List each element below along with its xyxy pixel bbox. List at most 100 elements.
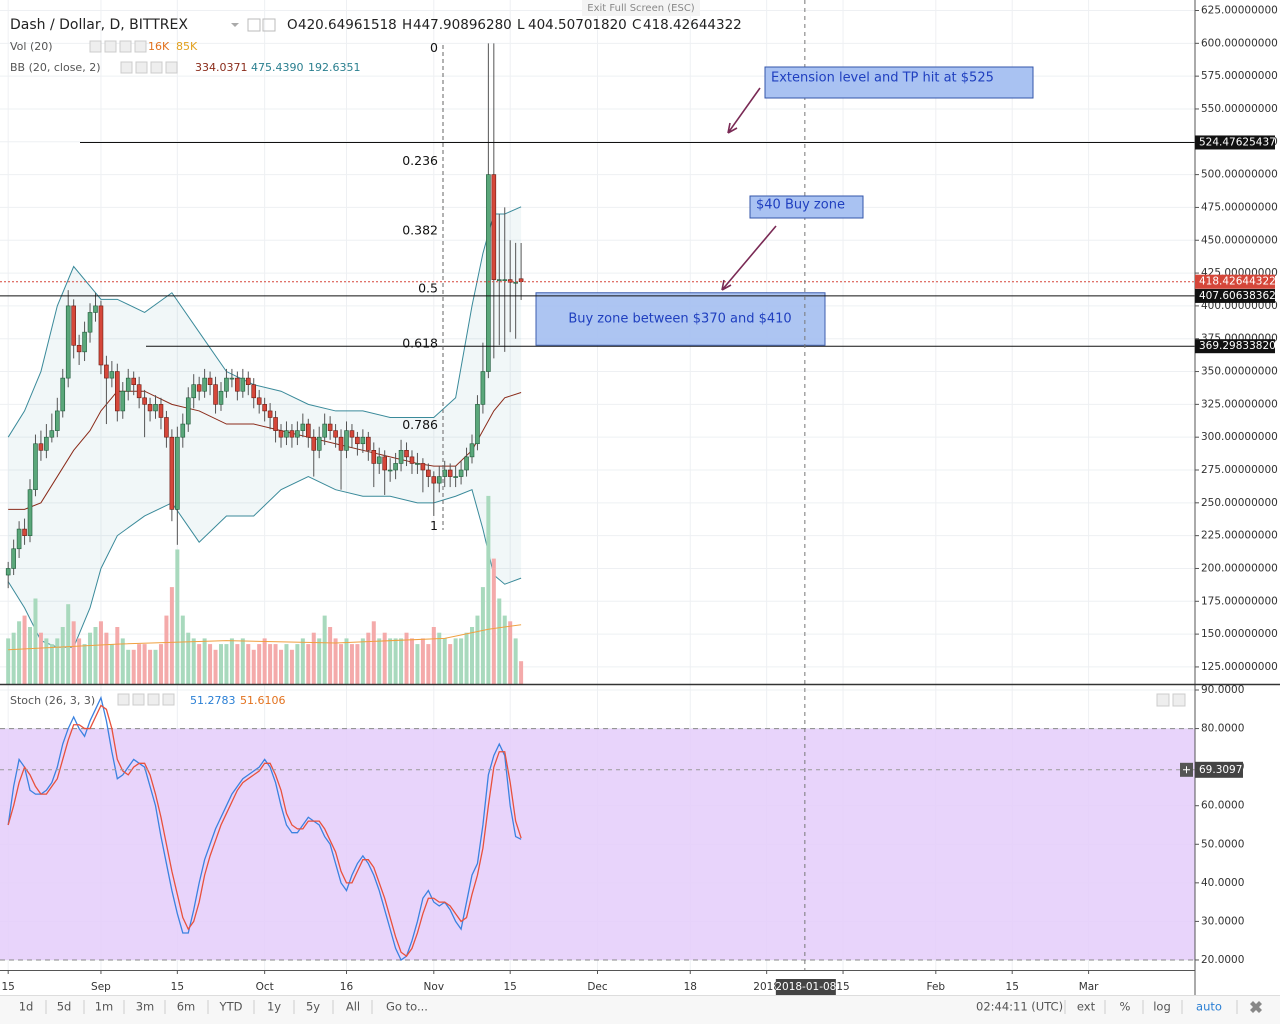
candle-body bbox=[60, 377, 66, 412]
note-box bbox=[764, 66, 1034, 99]
toolbar bbox=[0, 995, 1280, 1024]
option-button[interactable]: ext bbox=[1077, 1000, 1096, 1014]
exit-fullscreen-text[interactable]: Exit Full Screen (ESC) bbox=[587, 3, 695, 14]
y-tick-label: 475.00000000 bbox=[1201, 201, 1278, 213]
dropdown-icon[interactable] bbox=[231, 23, 239, 27]
candle-body bbox=[447, 469, 453, 477]
candle-body bbox=[387, 469, 393, 472]
candle-body bbox=[93, 305, 98, 313]
range-button[interactable]: All bbox=[346, 1000, 360, 1014]
candle-body bbox=[480, 371, 486, 405]
ohlc-value: 447.90896280 bbox=[413, 17, 512, 33]
stoch-legend: Stoch (26, 3, 3) bbox=[10, 694, 95, 707]
candle-body bbox=[366, 436, 371, 451]
icon[interactable] bbox=[165, 61, 178, 74]
level-tag-label: 407.60638362 bbox=[1199, 290, 1276, 302]
y-tick-label: 575.00000000 bbox=[1201, 70, 1278, 82]
volume-ma bbox=[8, 624, 522, 651]
range-button[interactable]: 5y bbox=[306, 1000, 320, 1014]
range-button[interactable]: 6m bbox=[177, 1000, 196, 1014]
vol-legend-value: 16K bbox=[148, 40, 170, 53]
x-tick-label: 15 bbox=[1, 981, 14, 993]
candle-body bbox=[513, 281, 518, 284]
icon[interactable] bbox=[162, 693, 175, 706]
pane-down[interactable] bbox=[1172, 693, 1186, 707]
range-button[interactable]: 1d bbox=[19, 1000, 34, 1014]
icon[interactable] bbox=[117, 693, 130, 706]
candle-body bbox=[245, 377, 251, 385]
range-button[interactable]: YTD bbox=[219, 1000, 243, 1014]
range-button[interactable]: 5d bbox=[57, 1000, 72, 1014]
candle-body bbox=[71, 305, 76, 346]
candle-body bbox=[125, 377, 131, 392]
icon[interactable] bbox=[104, 40, 117, 53]
volume-bar bbox=[513, 638, 518, 684]
volume-bar bbox=[508, 621, 513, 684]
candle-body bbox=[240, 377, 246, 392]
volume-bar bbox=[442, 638, 447, 684]
candle-body bbox=[38, 443, 44, 451]
icon[interactable] bbox=[134, 40, 147, 53]
icon[interactable] bbox=[119, 40, 132, 53]
x-tick-label: 15 bbox=[504, 981, 517, 993]
level-tag-label: 524.47625437 bbox=[1199, 136, 1276, 148]
volume-bar bbox=[213, 649, 218, 684]
candle-body bbox=[49, 430, 55, 438]
candle-body bbox=[267, 410, 273, 418]
volume-bar bbox=[497, 598, 502, 684]
marks bbox=[5, 43, 826, 961]
y-tick-label: 30.0000 bbox=[1201, 915, 1244, 927]
option-button[interactable]: % bbox=[1120, 1000, 1131, 1014]
candle-body bbox=[180, 423, 186, 438]
ohlc-prefix: C bbox=[632, 17, 641, 33]
y-tick-label: 325.00000000 bbox=[1201, 398, 1278, 410]
fib-label: 0.786 bbox=[402, 417, 438, 432]
range-button[interactable]: 1m bbox=[95, 1000, 114, 1014]
range-button[interactable]: 3m bbox=[136, 1000, 155, 1014]
volume-bar bbox=[126, 649, 131, 684]
candle-body bbox=[218, 390, 224, 405]
ohlc-value: 404.50701820 bbox=[528, 17, 627, 33]
x-tick-label: 18 bbox=[684, 981, 697, 993]
icon[interactable] bbox=[150, 61, 163, 74]
exit-fullscreen[interactable] bbox=[582, 0, 700, 16]
candle-body bbox=[338, 436, 344, 451]
ohlc-prefix: H bbox=[402, 17, 412, 33]
volume-bar bbox=[300, 638, 305, 684]
volume-bar bbox=[360, 638, 365, 684]
stoch-band-fill bbox=[0, 728, 1195, 960]
range-button[interactable]: 1y bbox=[267, 1000, 281, 1014]
volume-bar bbox=[377, 638, 382, 684]
candle-body bbox=[327, 423, 333, 431]
icon[interactable] bbox=[89, 40, 102, 53]
candle-body bbox=[344, 430, 349, 451]
settings-icon[interactable] bbox=[1250, 1001, 1262, 1013]
volume-bar bbox=[480, 587, 485, 684]
candle-body bbox=[333, 430, 338, 438]
icon[interactable] bbox=[247, 18, 261, 32]
y-tick-label: 20.0000 bbox=[1201, 954, 1244, 966]
volume-bar bbox=[180, 615, 185, 684]
volume-bar bbox=[6, 638, 11, 684]
icon[interactable] bbox=[132, 693, 145, 706]
y-tick-label: 500.00000000 bbox=[1201, 169, 1278, 181]
volume-bar bbox=[191, 638, 196, 684]
ohlc-value: 418.42644322 bbox=[643, 17, 742, 33]
pane-up[interactable] bbox=[1156, 693, 1170, 707]
bb-legend: BB (20, close, 2) bbox=[10, 61, 101, 74]
fib-label: 0.5 bbox=[418, 280, 438, 295]
option-button[interactable]: log bbox=[1153, 1000, 1171, 1014]
option-button[interactable]: auto bbox=[1196, 1000, 1222, 1014]
candle-body bbox=[5, 568, 11, 576]
icon[interactable] bbox=[262, 18, 276, 32]
x-tick-label: 2018 bbox=[753, 981, 780, 993]
candle-body bbox=[136, 384, 142, 399]
icon[interactable] bbox=[120, 61, 133, 74]
volume-bar bbox=[491, 558, 496, 684]
goto-button[interactable]: Go to... bbox=[386, 1000, 428, 1014]
crosshair-x-tag bbox=[775, 979, 836, 995]
candle-body bbox=[360, 436, 366, 445]
icon[interactable] bbox=[147, 693, 160, 706]
icon[interactable] bbox=[135, 61, 148, 74]
stoch-legend-value: 51.6106 bbox=[240, 694, 286, 707]
